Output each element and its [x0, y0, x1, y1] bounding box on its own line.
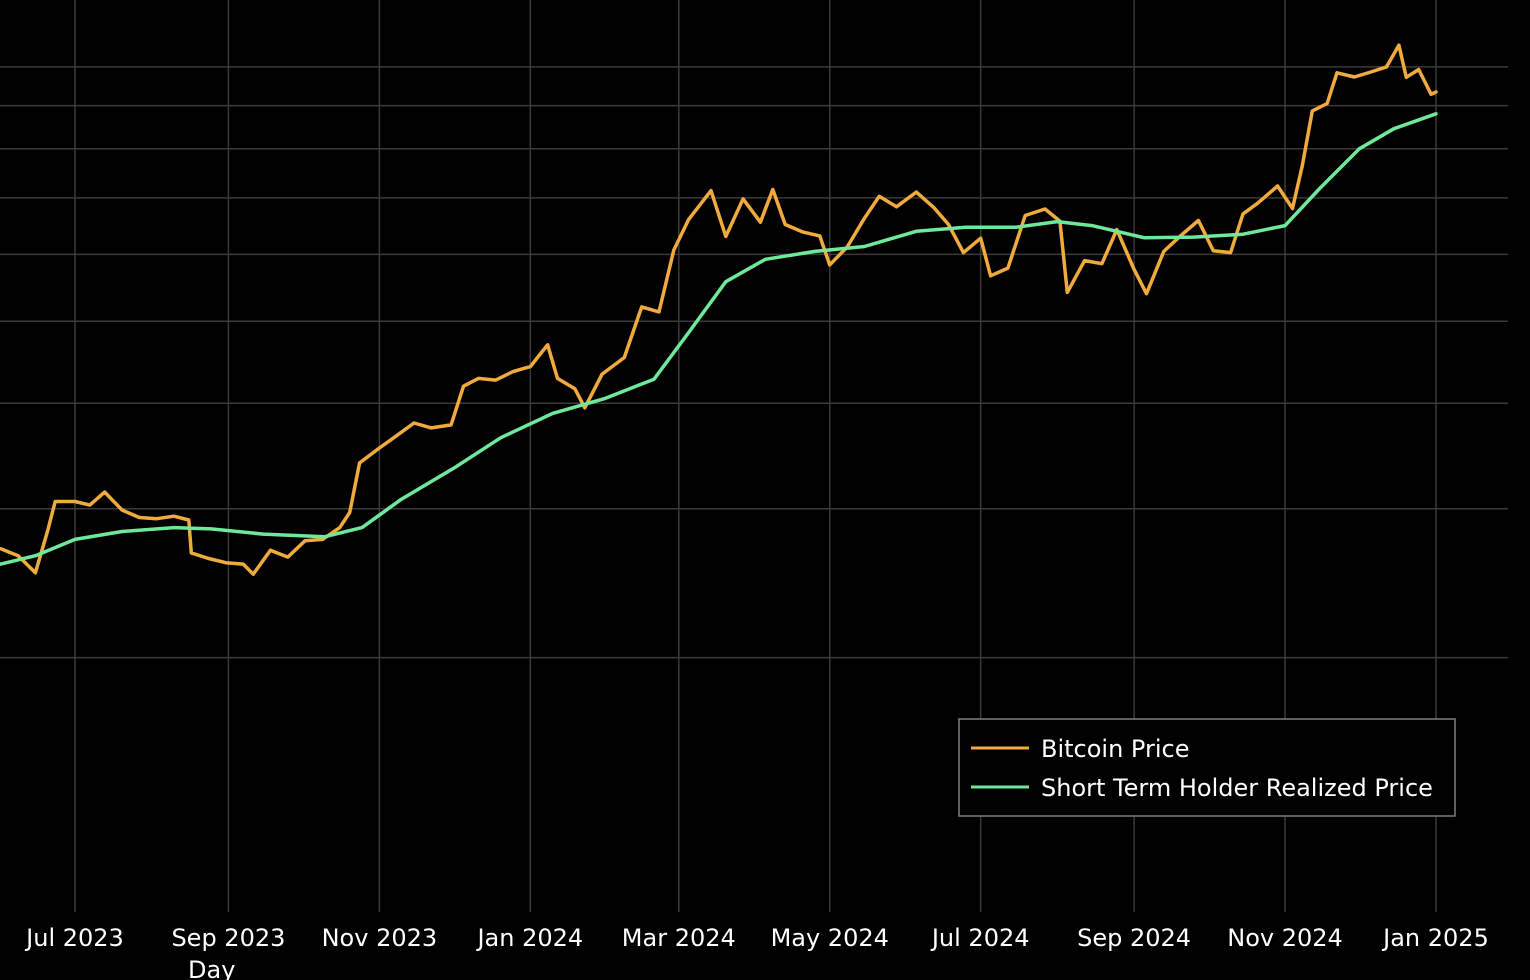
- x-tick-label-9: Jan 2025: [1381, 924, 1489, 952]
- x-tick-labels: Jul 2023 Sep 2023 Nov 2023 Jan 2024 Mar 2024…: [24, 924, 1489, 952]
- x-gridlines: [74, 0, 1437, 912]
- legend-label-sth-realized-price: Short Term Holder Realized Price: [1041, 774, 1433, 802]
- y-gridlines: [0, 66, 1508, 659]
- x-tick-label-2: Nov 2023: [322, 924, 438, 952]
- series-line-0: [0, 43, 1438, 576]
- x-tick-label-5: May 2024: [771, 924, 889, 952]
- x-tick-label-1: Sep 2023: [171, 924, 285, 952]
- x-tick-label-3: Jan 2024: [475, 924, 583, 952]
- x-tick-label-4: Mar 2024: [622, 924, 736, 952]
- x-tick-label-7: Sep 2024: [1077, 924, 1191, 952]
- x-tick-label-8: Nov 2024: [1227, 924, 1343, 952]
- series-layer: [0, 43, 1438, 576]
- x-axis-title: Day: [188, 956, 235, 980]
- x-tick-label-0: Jul 2023: [24, 924, 124, 952]
- legend: Bitcoin Price Short Term Holder Realized…: [958, 718, 1456, 817]
- legend-label-bitcoin-price: Bitcoin Price: [1041, 735, 1189, 763]
- legend-box: [958, 718, 1456, 817]
- series-line-1: [0, 112, 1438, 566]
- x-tick-label-6: Jul 2024: [930, 924, 1030, 952]
